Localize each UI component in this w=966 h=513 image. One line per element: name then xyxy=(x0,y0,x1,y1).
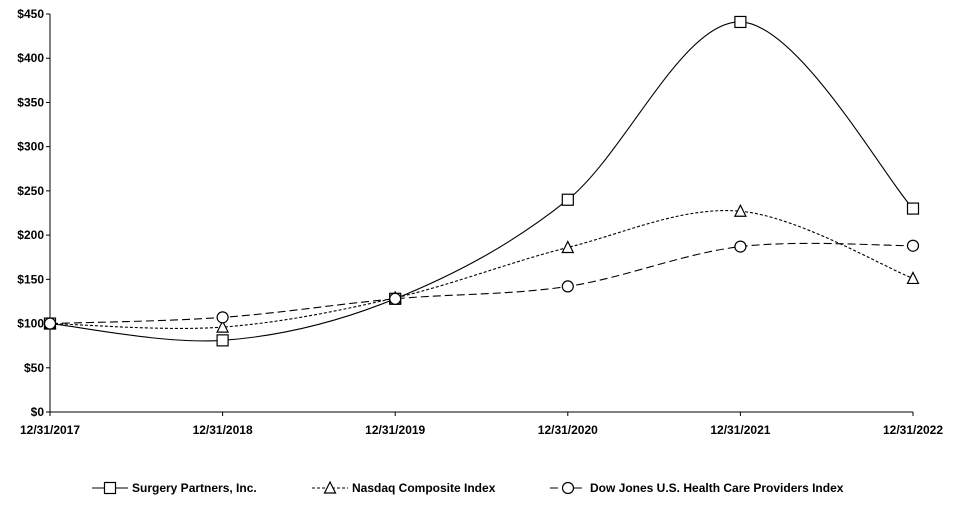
legend-label: Surgery Partners, Inc. xyxy=(132,481,257,495)
data-point-circle xyxy=(734,240,747,253)
x-tick-label: 12/31/2018 xyxy=(193,423,253,437)
x-tick-label: 12/31/2022 xyxy=(883,423,943,437)
series-layer xyxy=(43,15,920,347)
data-point-square xyxy=(734,15,747,29)
x-tick-label: 12/31/2020 xyxy=(538,423,598,437)
x-tick-label: 12/31/2021 xyxy=(710,423,770,437)
legend: Surgery Partners, Inc. Nasdaq Composite I… xyxy=(92,480,844,495)
data-point-circle xyxy=(43,317,57,330)
series-line-circle xyxy=(49,242,914,325)
series-line-square xyxy=(49,21,914,342)
data-point-circle xyxy=(216,311,229,324)
y-tick-label: $150 xyxy=(17,272,44,286)
y-tick-label: $350 xyxy=(17,95,44,109)
x-tick-label: 12/31/2019 xyxy=(365,423,425,437)
y-tick-label: $300 xyxy=(17,140,44,154)
x-axis-ticks: 12/31/2017 12/31/2018 12/31/2019 12/31/2020… xyxy=(20,412,943,437)
legend-marker-triangle xyxy=(323,480,337,494)
data-point-square xyxy=(561,193,574,206)
legend-label: Dow Jones U.S. Health Care Providers Ind… xyxy=(590,481,844,495)
legend-item: Dow Jones U.S. Health Care Providers Ind… xyxy=(550,481,844,495)
series-line-triangle xyxy=(49,210,914,329)
legend-item: Nasdaq Composite Index xyxy=(312,480,496,495)
series-triangle xyxy=(43,203,920,333)
legend-label: Nasdaq Composite Index xyxy=(352,481,496,495)
legend-marker-circle xyxy=(561,481,575,495)
data-point-square xyxy=(216,334,229,347)
series-circle xyxy=(43,239,920,330)
data-point-triangle xyxy=(216,319,230,333)
data-point-circle xyxy=(906,239,920,252)
legend-marker-square xyxy=(103,481,117,495)
data-point-triangle xyxy=(906,271,920,285)
y-tick-label: $0 xyxy=(31,405,45,419)
data-point-circle xyxy=(389,292,402,305)
y-tick-label: $400 xyxy=(17,51,44,65)
legend-item: Surgery Partners, Inc. xyxy=(92,481,257,495)
series-square xyxy=(43,15,920,347)
axes xyxy=(49,14,913,413)
y-tick-label: $100 xyxy=(17,317,44,331)
data-point-circle xyxy=(561,280,574,293)
y-tick-label: $50 xyxy=(24,361,44,375)
y-tick-label: $450 xyxy=(17,7,44,21)
y-tick-label: $200 xyxy=(17,228,44,242)
data-point-triangle xyxy=(561,240,575,254)
data-point-square xyxy=(906,202,920,215)
x-tick-label: 12/31/2017 xyxy=(20,423,80,437)
y-tick-label: $250 xyxy=(17,184,44,198)
y-axis-ticks: $0 $50 $100 $150 $200 $250 $300 $350 $400 $450 xyxy=(17,7,50,419)
data-point-triangle xyxy=(733,203,747,217)
